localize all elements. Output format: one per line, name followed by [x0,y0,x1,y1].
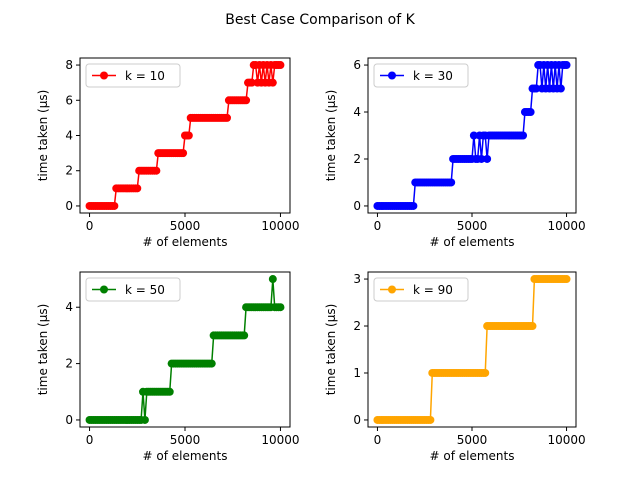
legend-box [373,63,469,88]
plot-frame [79,271,291,428]
y-tick-label: 0 [65,413,73,427]
data-point [556,84,565,93]
data-point [152,166,161,175]
data-point [519,131,528,140]
legend-marker [100,285,108,294]
plot-frame [367,57,577,214]
data-point [477,154,486,163]
y-tick-label: 2 [353,319,361,333]
x-tick-label: 5000 [457,433,488,447]
y-tick-label: 1 [353,366,361,380]
plot-frame [367,271,577,428]
legend-label: k = 90 [413,283,453,297]
y-tick-label: 3 [353,272,361,286]
data-point [532,84,541,93]
legend-box [85,277,181,302]
y-tick-label: 4 [353,105,361,119]
x-axis-label: # of elements [430,449,515,463]
x-tick-label: 0 [86,433,94,447]
data-point [179,149,188,158]
data-point [483,154,492,163]
y-tick-label: 6 [65,93,73,107]
legend: k = 30 [373,63,469,88]
data-point [276,303,285,312]
y-tick-label: 4 [65,129,73,143]
data-point [562,61,571,70]
subplot-3: 0 5000 10000 0 2 4 # of elements time taken (µs… [36,271,300,463]
x-tick-label: 10000 [261,219,299,233]
y-tick-label: 2 [65,357,73,371]
legend-label: k = 10 [125,69,165,83]
y-axis-label: time taken (µs) [36,90,50,182]
subplot-2: 0 5000 10000 0 2 4 6 # of elements time taken (µ… [324,57,586,249]
y-axis-label: time taken (µs) [324,304,338,396]
x-tick-label: 0 [374,433,382,447]
x-tick-label: 5000 [457,219,488,233]
data-point [528,322,537,331]
y-axis-label: time taken (µs) [36,304,50,396]
y-tick-label: 0 [353,413,361,427]
data-point [481,368,490,377]
data-point [268,275,277,284]
data-point [223,113,231,122]
y-tick-label: 8 [65,58,73,72]
legend: k = 50 [85,277,181,302]
data-point [110,201,119,210]
data-point [242,96,251,105]
data-point [247,78,256,87]
data-point [207,359,216,368]
data-point [184,131,193,140]
x-axis-label: # of elements [430,235,515,249]
data-point [426,415,435,424]
x-tick-label: 5000 [170,433,201,447]
data-point [133,184,142,193]
data-point [447,178,456,187]
data-point [276,61,285,70]
data-point [240,331,249,340]
figure-title: Best Case Comparison of K [225,12,415,28]
legend-marker [100,71,108,80]
x-tick-label: 10000 [547,433,585,447]
legend-box [373,277,469,302]
x-axis-label: # of elements [143,235,228,249]
legend: k = 90 [373,277,469,302]
y-tick-label: 4 [65,300,73,314]
y-tick-label: 0 [353,199,361,213]
data-point [165,387,174,396]
legend: k = 10 [85,63,181,88]
data-point [469,131,478,140]
x-axis-label: # of elements [143,449,228,463]
y-axis-label: time taken (µs) [324,90,338,182]
x-tick-label: 10000 [261,433,299,447]
plot-frame [79,57,291,214]
legend-marker [388,71,396,80]
y-tick-label: 2 [65,164,73,178]
subplot-1: 0 5000 10000 0 2 4 6 8 # of elements time taken (… [36,57,300,249]
legend-marker [388,285,396,294]
y-tick-label: 0 [65,199,73,213]
legend-box [85,63,181,88]
data-point [268,78,277,87]
data-point [140,415,149,424]
y-tick-label: 2 [353,152,361,166]
data-point [526,108,535,117]
data-point [409,201,418,210]
x-tick-label: 0 [374,219,382,233]
x-tick-label: 0 [86,219,94,233]
subplot-4: 0 5000 10000 0 1 2 3 # of elements time taken (µ… [324,271,586,463]
legend-label: k = 30 [413,69,453,83]
data-point [562,275,571,284]
x-tick-label: 10000 [547,219,585,233]
x-tick-label: 5000 [170,219,201,233]
legend-label: k = 50 [125,283,165,297]
y-tick-label: 6 [353,58,361,72]
